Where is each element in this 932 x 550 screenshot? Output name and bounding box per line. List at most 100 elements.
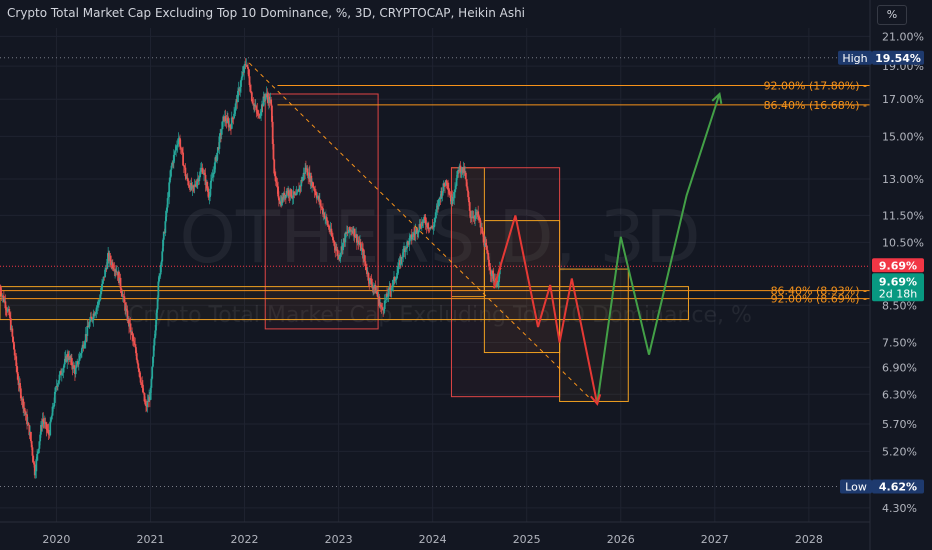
candle-body — [165, 211, 167, 222]
candle-body — [87, 325, 89, 328]
candle-body — [274, 173, 276, 177]
candle-body — [400, 257, 402, 266]
candle-body — [369, 278, 372, 280]
candle-body — [136, 359, 139, 364]
candle-body — [301, 176, 304, 182]
price-tick-label: 5.70% — [882, 418, 917, 431]
candle-body — [125, 308, 128, 311]
candle-body — [174, 150, 177, 152]
candle-body — [232, 118, 235, 120]
candle-body — [179, 138, 181, 147]
candle-body — [192, 185, 195, 187]
candle-body — [120, 288, 123, 293]
fib-label: 86.40% (8.93%) - — [771, 285, 867, 298]
candle-body — [336, 249, 339, 256]
candle-body — [188, 185, 191, 187]
candle-body — [260, 104, 263, 113]
high-value-bg — [872, 50, 924, 65]
candle-body — [86, 325, 89, 336]
candle-body — [460, 172, 463, 174]
candle-body — [424, 220, 427, 225]
candle-body — [27, 423, 30, 426]
candle-body — [62, 367, 65, 373]
candle-body — [40, 425, 42, 435]
candle-body — [371, 284, 374, 289]
candle-body — [334, 246, 337, 251]
candle-body — [144, 401, 147, 405]
candle-body — [406, 241, 409, 249]
candle-body — [445, 180, 448, 183]
candle-body — [339, 253, 342, 256]
candle-body — [177, 138, 180, 145]
candle-body — [185, 176, 188, 179]
candle-body — [9, 315, 11, 319]
candle-body — [487, 252, 490, 260]
candle-body — [50, 415, 53, 420]
time-tick-label: 2026 — [607, 533, 635, 546]
candle-body — [0, 288, 2, 293]
candle-body — [447, 184, 449, 190]
low-label-bg — [840, 479, 872, 494]
candle-body — [19, 383, 21, 389]
candle-body — [389, 287, 392, 290]
candle-body — [260, 112, 263, 116]
candle-body — [114, 270, 117, 272]
candle-body — [218, 136, 221, 149]
candle-body — [179, 146, 182, 149]
candle-body — [16, 366, 18, 373]
candle-body — [456, 171, 459, 179]
candle-body — [467, 190, 470, 198]
candle-body — [325, 217, 328, 221]
candle-body — [452, 197, 455, 201]
candle-body — [423, 217, 426, 221]
candle-body — [395, 278, 398, 280]
candle-body — [162, 239, 164, 252]
candle-body — [113, 269, 116, 272]
candle-body — [79, 354, 82, 356]
candle-body — [206, 181, 208, 189]
candle-body — [404, 247, 407, 253]
high-low-lines — [0, 57, 870, 488]
candle-body — [478, 218, 481, 221]
candle-body — [132, 339, 135, 342]
candle-body — [95, 307, 98, 313]
candle-body — [46, 429, 49, 430]
candle-body — [465, 179, 468, 187]
candle-body — [296, 191, 299, 193]
candle-body — [469, 210, 472, 219]
candle-body — [446, 182, 449, 185]
candle-body — [255, 106, 258, 110]
price-axis[interactable]: 21.00%19.00%17.00%15.00%13.00%11.50%10.5… — [869, 0, 924, 550]
candle-body — [216, 147, 219, 153]
candle-body — [237, 90, 239, 103]
candle-body — [31, 447, 34, 456]
candle-body — [391, 285, 394, 288]
candle-body — [448, 191, 451, 196]
candle-body — [435, 209, 438, 213]
projection-arrows — [492, 92, 723, 406]
candle-body — [70, 358, 73, 366]
candle-body — [51, 406, 54, 416]
candle-body — [24, 411, 27, 415]
candle-body — [492, 273, 495, 282]
price-tick-label: 7.50% — [882, 336, 917, 349]
candle-body — [270, 99, 273, 106]
candle-body — [231, 117, 234, 119]
percent-scale-button[interactable]: % — [877, 5, 907, 25]
candle-body — [327, 224, 330, 227]
candle-body — [390, 287, 393, 291]
candle-body — [159, 274, 161, 276]
candle-body — [206, 188, 209, 192]
candle-body — [168, 182, 171, 197]
candle-body — [173, 151, 176, 155]
candle-body — [434, 218, 436, 222]
drawing-box — [264, 93, 379, 330]
time-axis[interactable]: 2020 2021 2022 2023 2024 2025 2026 2027 2028 — [0, 521, 870, 546]
candle-body — [89, 316, 92, 322]
candle-body — [143, 393, 146, 402]
candle-body — [97, 301, 100, 303]
fib-levels: 92.00% (17.80%) - 86.40% (16.68%) - 86.40%… — [0, 80, 870, 306]
candle-body — [90, 316, 93, 318]
candle-body — [203, 172, 206, 175]
